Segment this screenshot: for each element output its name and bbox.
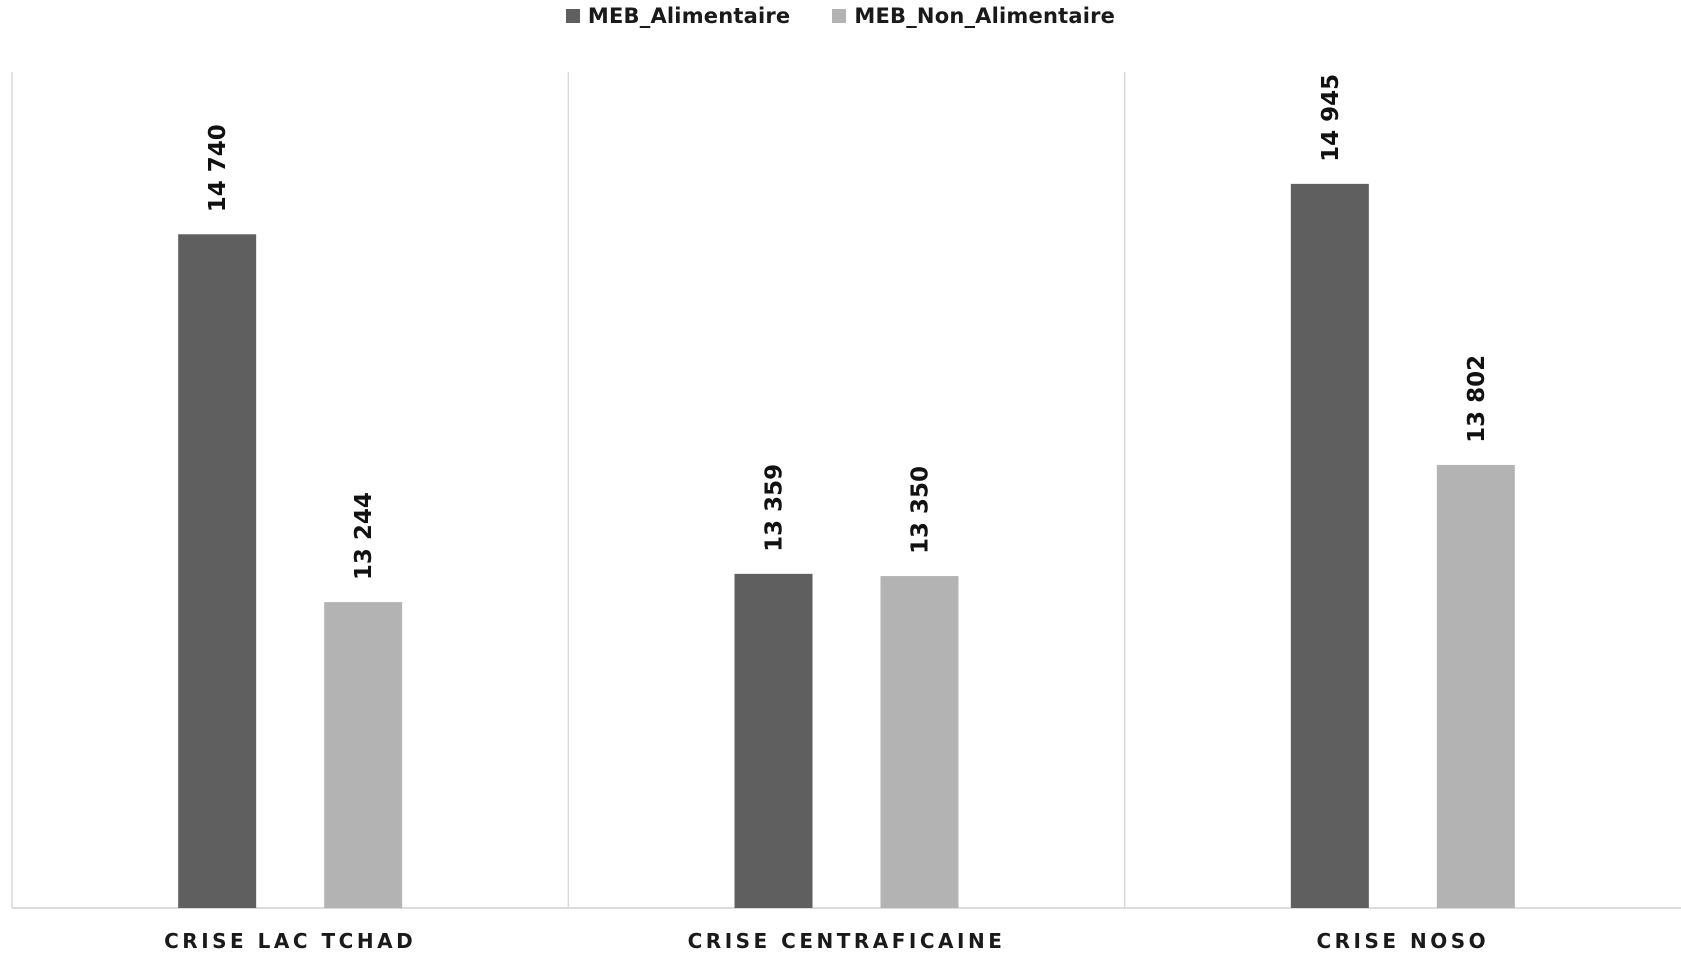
legend-item-alimentaire: MEB_Alimentaire bbox=[565, 4, 791, 28]
legend: MEB_Alimentaire MEB_Non_Alimentaire bbox=[0, 4, 1681, 28]
x-tick-label: CRISE CENTRAFICAINE bbox=[688, 929, 1006, 953]
data-label: 13 359 bbox=[762, 464, 788, 552]
bar-alimentaire bbox=[734, 573, 813, 908]
x-tick-label: CRISE NOSO bbox=[1316, 929, 1489, 953]
bar-non-alimentaire bbox=[324, 602, 403, 908]
bar-alimentaire bbox=[1290, 183, 1369, 908]
bar-non-alimentaire bbox=[1436, 464, 1515, 908]
legend-swatch-non-alimentaire bbox=[832, 9, 847, 23]
data-label: 13 244 bbox=[351, 492, 377, 580]
legend-label-alimentaire: MEB_Alimentaire bbox=[587, 4, 791, 28]
legend-item-non-alimentaire: MEB_Non_Alimentaire bbox=[832, 4, 1115, 28]
data-label: 14 945 bbox=[1318, 74, 1344, 162]
bar-non-alimentaire bbox=[880, 576, 959, 908]
legend-label-non-alimentaire: MEB_Non_Alimentaire bbox=[854, 4, 1116, 28]
data-label: 14 740 bbox=[205, 124, 231, 212]
x-tick-label: CRISE LAC TCHAD bbox=[164, 929, 416, 953]
bar-alimentaire bbox=[178, 234, 257, 908]
data-label: 13 802 bbox=[1464, 355, 1490, 443]
data-label: 13 350 bbox=[908, 466, 934, 554]
legend-swatch-alimentaire bbox=[565, 9, 580, 23]
